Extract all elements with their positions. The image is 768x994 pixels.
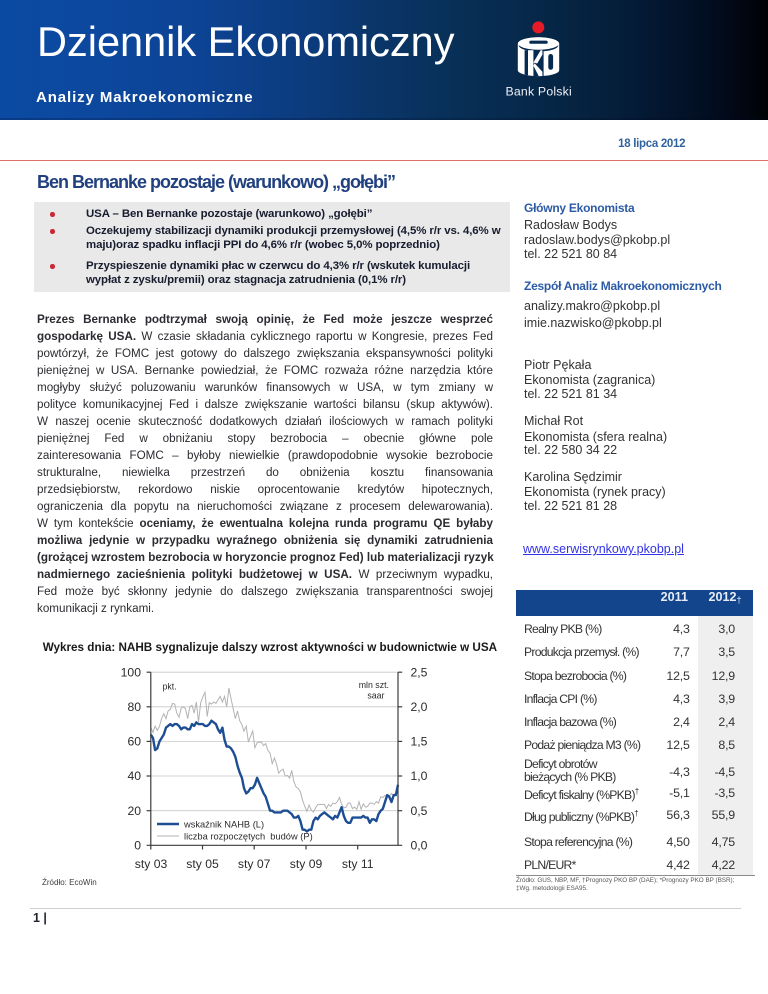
svg-text:wskaźnik NAHB (L): wskaźnik NAHB (L) <box>183 820 264 830</box>
svg-text:1,0: 1,0 <box>411 769 428 783</box>
svg-text:20: 20 <box>127 804 141 818</box>
svg-text:sty 11: sty 11 <box>342 857 374 871</box>
svg-text:0: 0 <box>134 839 141 853</box>
svg-text:0,0: 0,0 <box>411 839 428 853</box>
svg-text:sty 07: sty 07 <box>238 857 271 871</box>
svg-text:2,0: 2,0 <box>411 700 428 714</box>
svg-text:sty 05: sty 05 <box>186 857 219 871</box>
svg-text:Bank Polski: Bank Polski <box>505 85 571 99</box>
svg-text:0,5: 0,5 <box>411 804 428 818</box>
svg-text:sty 09: sty 09 <box>290 857 323 871</box>
svg-text:1,5: 1,5 <box>411 735 428 749</box>
svg-text:100: 100 <box>121 665 142 679</box>
svg-text:80: 80 <box>127 700 141 714</box>
svg-text:saar: saar <box>367 691 384 701</box>
svg-text:2,5: 2,5 <box>411 665 428 679</box>
svg-text:liczba rozpoczętych budów (P): liczba rozpoczętych budów (P) <box>184 832 313 842</box>
svg-text:40: 40 <box>127 769 141 783</box>
svg-text:mln szt.: mln szt. <box>359 680 389 690</box>
svg-text:60: 60 <box>127 735 141 749</box>
svg-text:pkt.: pkt. <box>163 682 177 692</box>
svg-text:sty 03: sty 03 <box>135 857 168 871</box>
